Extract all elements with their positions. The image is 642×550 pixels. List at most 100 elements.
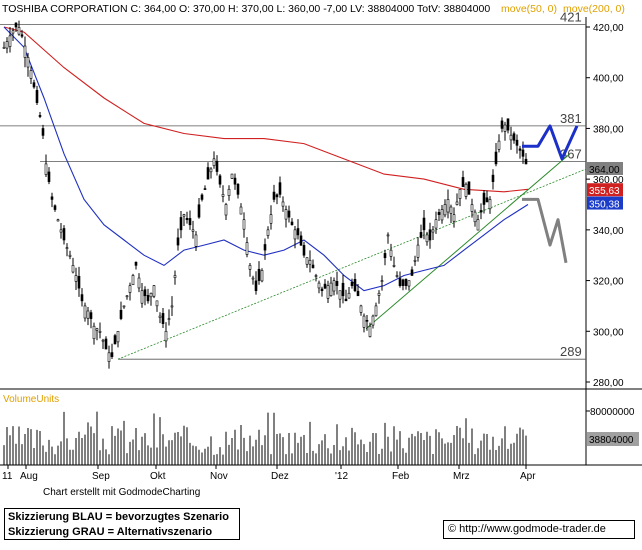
candle-body xyxy=(122,305,126,308)
candle-body xyxy=(404,278,408,286)
x-tick-label: Aug xyxy=(20,471,38,482)
candle-body xyxy=(50,196,54,200)
candle-body xyxy=(251,277,255,280)
candle-body xyxy=(353,279,357,292)
candle-body xyxy=(308,259,312,265)
ma200-badge-label: 355,63 xyxy=(589,186,620,197)
price-badges: 364,00 355,63 350,38 xyxy=(587,162,623,211)
candle-body xyxy=(44,163,48,175)
candle-body xyxy=(374,305,378,317)
candle-body xyxy=(410,269,414,276)
candle-body xyxy=(356,290,360,297)
candle-body xyxy=(461,177,465,188)
candle-body xyxy=(209,168,213,173)
candle-body xyxy=(425,234,429,243)
candle-body xyxy=(260,270,264,282)
volume-last-label: 38804000 xyxy=(589,435,634,446)
volume-last-badge xyxy=(587,432,639,446)
candle-body xyxy=(86,310,90,319)
price-tick-label: 320,00 xyxy=(593,277,624,288)
candle-body xyxy=(326,285,330,299)
candle-body xyxy=(155,300,159,307)
candle-body xyxy=(188,218,192,226)
candle-body xyxy=(38,115,42,117)
candle-body xyxy=(332,280,336,292)
candle-body xyxy=(500,120,504,129)
source-link[interactable]: © http://www.godmode-trader.de xyxy=(443,520,635,539)
candle-body xyxy=(41,128,45,136)
candle-body xyxy=(71,265,75,273)
candle-body xyxy=(470,204,474,212)
candle-body xyxy=(497,140,501,150)
candle-body xyxy=(365,320,369,322)
candle-body xyxy=(101,339,105,342)
candle-body xyxy=(491,174,495,182)
candle-body xyxy=(35,90,39,103)
candle-body xyxy=(248,265,252,270)
candle-body xyxy=(329,282,333,296)
candle-body xyxy=(443,204,447,216)
candle-body xyxy=(338,290,342,300)
ma50-legend: move(50, 0) xyxy=(501,3,557,15)
candle-body xyxy=(239,206,243,215)
candle-body xyxy=(11,30,15,34)
candle-body xyxy=(116,330,120,343)
scenario-sketches xyxy=(522,124,579,264)
candle-body xyxy=(32,82,36,88)
candle-body xyxy=(419,232,423,238)
candle-body xyxy=(509,134,513,141)
copyright-icon: © xyxy=(448,523,457,535)
candle-body xyxy=(269,214,273,224)
candle-body xyxy=(446,199,450,213)
candle-body xyxy=(8,35,12,47)
candle-body xyxy=(149,292,153,298)
candle-body xyxy=(407,280,411,287)
candle-body xyxy=(203,188,207,190)
x-tick-label: 11 xyxy=(2,471,13,482)
candle-body xyxy=(347,292,351,299)
candle-body xyxy=(98,330,102,333)
candle-body xyxy=(266,229,270,236)
candle-body xyxy=(173,275,177,278)
candle-body xyxy=(314,275,318,277)
candle-body xyxy=(323,283,327,289)
candle-body xyxy=(176,237,180,246)
candle-body xyxy=(428,229,432,241)
candle-body xyxy=(281,201,285,207)
candle-body xyxy=(146,295,150,302)
candle-body xyxy=(110,352,114,357)
chart-credit: Chart erstellt mit GodmodeCharting xyxy=(43,487,201,498)
candle-body xyxy=(20,34,24,37)
candle-body xyxy=(161,313,165,324)
candle-body xyxy=(134,261,138,266)
candle-body xyxy=(401,279,405,286)
candle-body xyxy=(296,228,300,236)
candle-body xyxy=(29,70,33,79)
candle-body xyxy=(17,27,21,35)
candle-body xyxy=(245,242,249,255)
candle-body xyxy=(392,265,396,267)
candle-body xyxy=(92,325,96,340)
x-tick-label: Apr xyxy=(520,471,536,482)
candle-body xyxy=(104,338,108,350)
candle-body xyxy=(128,285,132,293)
last-price-badge-box xyxy=(587,162,623,175)
price-tick-label: 300,00 xyxy=(593,327,624,338)
candle-body xyxy=(377,292,381,296)
candle-body xyxy=(242,219,246,230)
source-url[interactable]: http://www.godmode-trader.de xyxy=(459,523,606,535)
candle-body xyxy=(458,188,462,199)
candle-body xyxy=(368,325,372,337)
candle-body xyxy=(434,219,438,229)
candle-body xyxy=(206,167,210,180)
candle-body xyxy=(233,177,237,185)
candle-body xyxy=(140,290,144,304)
candle-body xyxy=(506,118,510,131)
price-tick-label: 340,00 xyxy=(593,226,624,237)
candle-body xyxy=(191,229,195,232)
candle-body xyxy=(257,268,261,281)
candle-body xyxy=(485,197,489,203)
candle-body xyxy=(476,219,480,231)
candle-body xyxy=(89,312,93,319)
candle-body xyxy=(488,199,492,210)
